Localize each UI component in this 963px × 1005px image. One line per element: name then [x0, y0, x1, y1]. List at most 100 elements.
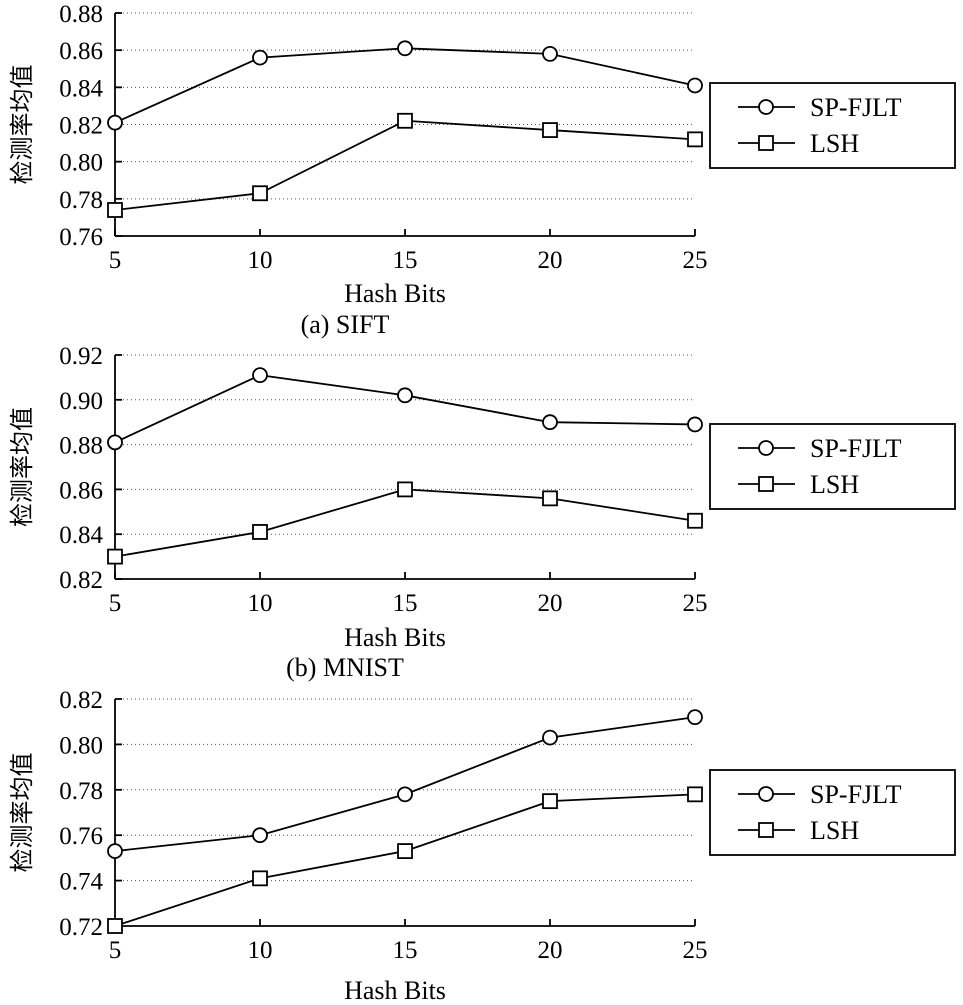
data-point-circle — [107, 114, 123, 131]
data-point-square — [397, 112, 413, 129]
legend-marker-square — [758, 135, 774, 151]
data-point-circle — [107, 434, 123, 451]
data-point-square — [397, 843, 413, 859]
legend-marker-square — [758, 822, 774, 838]
x-tick-label: 15 — [393, 937, 418, 964]
legend-marker-square — [758, 476, 774, 492]
series-line-lsh — [114, 488, 696, 558]
x-tick-label: 25 — [683, 247, 708, 274]
data-point-circle — [687, 416, 703, 433]
data-point-circle — [542, 45, 558, 62]
x-tick-label: 10 — [248, 937, 273, 964]
legend-box — [709, 423, 956, 510]
data-point-square — [252, 524, 268, 540]
legend-label: LSH — [810, 129, 859, 158]
x-tick-label: 25 — [683, 937, 708, 964]
y-tick-label: 0.72 — [59, 914, 103, 941]
series-line-sp-fjlt — [114, 47, 696, 124]
series-line-lsh — [114, 793, 696, 927]
series-line-lsh — [114, 119, 696, 211]
x-tick-label: 20 — [538, 937, 563, 964]
x-tick-label: 20 — [538, 247, 563, 274]
chart-panel-3: 0.72 0.74 0.76 0.78 0.80 0.82 5 10 15 20 25 Hash Bi… — [8, 687, 956, 1005]
data-point-square — [252, 185, 268, 202]
y-tick-label: 0.88 — [59, 433, 103, 460]
y-tick-label: 0.82 — [59, 567, 103, 594]
data-point-square — [687, 131, 703, 148]
x-axis-title: Hash Bits — [344, 279, 446, 308]
y-tick-label: 0.82 — [59, 113, 103, 140]
data-point-circle — [397, 40, 413, 57]
legend: SP-FJLT LSH — [709, 769, 956, 856]
data-point-circle — [397, 387, 413, 404]
data-point-square — [687, 512, 703, 529]
y-axis-title: 检测率均值 — [8, 407, 36, 527]
y-axis-title: 检测率均值 — [8, 65, 36, 185]
chart-panel-2: 0.82 0.84 0.86 0.88 0.90 0.92 5 10 15 20 25 Hash Bi… — [8, 343, 956, 682]
data-point-square — [107, 202, 123, 218]
x-tick-label: 5 — [109, 247, 122, 274]
x-tick-label: 15 — [393, 247, 418, 274]
y-tick-label: 0.84 — [59, 75, 103, 102]
y-tick-label: 0.74 — [59, 869, 103, 896]
data-point-circle — [107, 843, 123, 859]
data-point-circle — [687, 709, 703, 726]
panel-caption: (a) SIFT — [301, 310, 390, 339]
x-tick-label: 25 — [683, 590, 708, 617]
series-line-sp-fjlt — [114, 374, 696, 444]
chart-panel-1: 0.76 0.78 0.80 0.82 0.84 0.86 0.88 5 10 15 20 25 Has… — [8, 1, 956, 339]
data-point-square — [542, 793, 558, 810]
y-tick-label: 0.84 — [59, 522, 103, 549]
y-tick-label: 0.90 — [59, 388, 103, 415]
y-tick-label: 0.80 — [59, 150, 103, 177]
y-tick-label: 0.92 — [59, 343, 103, 370]
legend: SP-FJLT LSH — [709, 82, 956, 169]
y-tick-label: 0.78 — [59, 778, 103, 805]
y-tick-label: 0.78 — [59, 187, 103, 214]
x-axis-title: Hash Bits — [344, 623, 446, 652]
data-point-square — [687, 786, 703, 803]
y-tick-label: 0.76 — [59, 823, 103, 850]
data-point-circle — [542, 414, 558, 431]
x-tick-label: 20 — [538, 590, 563, 617]
y-tick-label: 0.76 — [59, 224, 103, 251]
y-tick-label: 0.86 — [59, 38, 103, 65]
x-tick-label: 5 — [109, 937, 122, 964]
legend-label: SP-FJLT — [810, 434, 902, 463]
legend-label: LSH — [810, 470, 859, 499]
x-tick-label: 10 — [248, 247, 273, 274]
y-tick-label: 0.86 — [59, 477, 103, 504]
data-point-square — [107, 548, 123, 565]
y-tick-label: 0.88 — [59, 1, 103, 28]
legend-label: SP-FJLT — [810, 93, 902, 122]
legend-label: SP-FJLT — [810, 780, 902, 809]
x-tick-label: 10 — [248, 590, 273, 617]
legend: SP-FJLT LSH — [709, 423, 956, 510]
panel-caption: (b) MNIST — [286, 653, 404, 682]
data-point-square — [397, 481, 413, 498]
legend-marker-circle — [758, 786, 774, 802]
legend-box — [709, 769, 956, 856]
series-line-sp-fjlt — [114, 716, 696, 852]
y-axis-title: 检测率均值 — [8, 753, 36, 873]
legend-box — [709, 82, 956, 169]
x-axis-title: Hash Bits — [344, 976, 446, 1005]
data-point-circle — [252, 827, 268, 844]
legend-marker-circle — [758, 440, 774, 456]
data-point-circle — [252, 367, 268, 384]
x-tick-label: 15 — [393, 590, 418, 617]
legend-label: LSH — [810, 816, 859, 845]
y-tick-label: 0.82 — [59, 687, 103, 714]
data-point-circle — [397, 786, 413, 803]
data-point-square — [107, 918, 123, 934]
data-point-circle — [252, 49, 268, 66]
legend-marker-circle — [758, 99, 774, 115]
data-point-square — [542, 490, 558, 507]
data-point-circle — [542, 729, 558, 746]
data-point-square — [252, 870, 268, 887]
y-tick-label: 0.80 — [59, 732, 103, 759]
x-tick-label: 5 — [109, 590, 122, 617]
data-point-square — [542, 122, 558, 138]
data-point-circle — [687, 77, 703, 94]
